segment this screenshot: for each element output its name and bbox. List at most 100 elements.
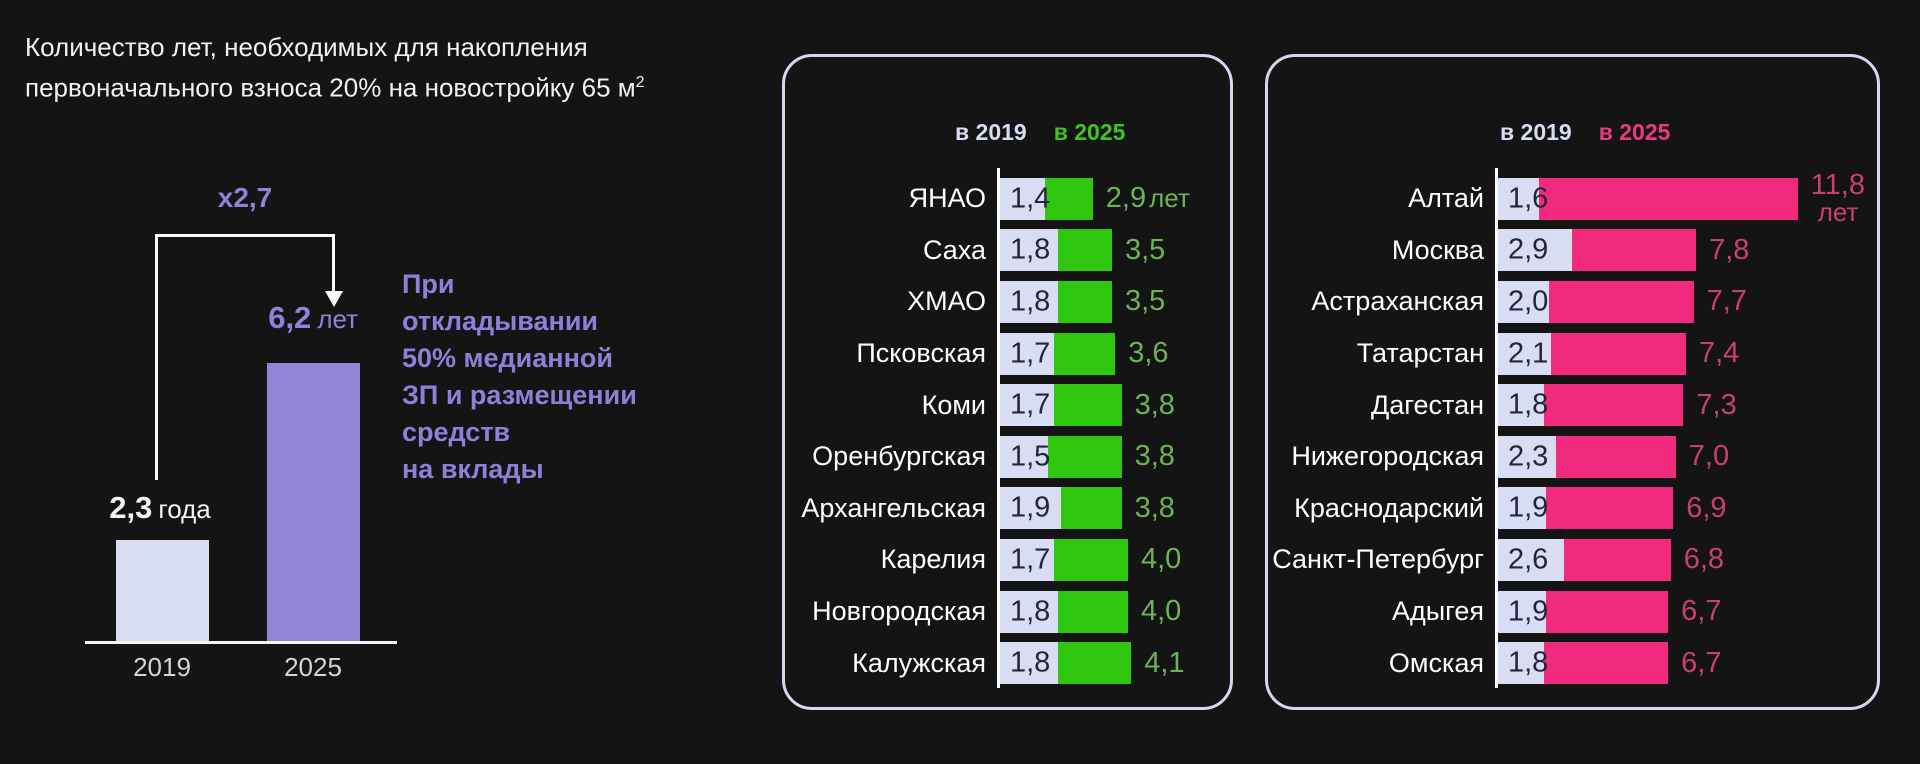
bracket-line-left	[155, 234, 158, 480]
value-2025: 3,6	[1128, 337, 1169, 370]
value-2019: 1,9	[1508, 595, 1549, 628]
chart-row: Москва 2,9 7,8	[1268, 225, 1877, 277]
bar-2025-segment	[1044, 177, 1093, 220]
value-2025: 4,0	[1140, 595, 1182, 628]
bar-2025-segment	[1054, 538, 1128, 581]
bar-2025-segment	[1546, 487, 1674, 530]
value-2025: 3,8	[1134, 440, 1175, 473]
value-2019: 1,8	[1508, 388, 1549, 421]
bar-2019-segment: 1,5	[1000, 435, 1051, 478]
value-2025: 3,8	[1134, 388, 1175, 421]
bar-2019-segment: 1,8	[1000, 280, 1058, 323]
value-2019-number: 2,3	[109, 490, 153, 525]
bar-2025-segment	[1057, 642, 1132, 685]
bar-2025-segment	[1546, 590, 1669, 633]
legend-2025: в 2025	[1053, 119, 1126, 145]
bar-2019-segment: 1,7	[1000, 384, 1055, 427]
bar-2025-segment	[1057, 280, 1112, 323]
value-2025: 7,8	[1709, 233, 1750, 266]
chart-row: Коми 1,7 3,8	[785, 379, 1230, 431]
rows: ЯНАО 1,4 2,9 лет Саха 1,8 3,5 ХМАО 1,8 3,5 Псковск…	[785, 173, 1230, 689]
x-axis-line	[85, 641, 397, 644]
bar-2019-segment: 2,3	[1498, 435, 1557, 478]
value-2025: 11,8 лет	[1810, 168, 1865, 226]
bar-2019-segment: 1,8	[1498, 384, 1548, 427]
y-axis-line	[1495, 168, 1498, 688]
bar: 2,3	[1498, 435, 1676, 478]
bar: 1,7	[1000, 538, 1128, 581]
bar: 1,5	[1000, 435, 1122, 478]
note-text: При откладывании 50% медианной ЗП и разм…	[402, 269, 637, 484]
value-2025: 3,5	[1124, 233, 1166, 266]
chart-row: ХМАО 1,8 3,5	[785, 276, 1230, 328]
bar: 2,6	[1498, 538, 1671, 581]
bar-2019-segment: 1,8	[1000, 590, 1058, 633]
value-2025: 6,9	[1686, 491, 1727, 524]
bar-2019	[116, 540, 209, 643]
bar-2019-segment: 2,9	[1498, 229, 1572, 272]
value-2025-number: 2,9	[1105, 182, 1147, 215]
region-label: Краснодарский	[1294, 492, 1484, 523]
chart-row: Новгородская 1,8 4,0	[785, 586, 1230, 638]
bar-2019-segment: 1,9	[1498, 487, 1549, 530]
bar: 1,9	[1000, 487, 1122, 530]
value-2019: 2,0	[1508, 285, 1549, 318]
value-2019: 1,5	[1010, 440, 1051, 473]
chart-row: Оренбургская 1,5 3,8	[785, 431, 1230, 483]
bar: 2,1	[1498, 332, 1686, 375]
value-2025-label: 6,2 лет	[240, 300, 358, 336]
legend-2019: в 2019	[1500, 119, 1572, 145]
value-2019: 1,4	[1010, 182, 1051, 215]
chart-row: Омская 1,8 6,7	[1268, 637, 1877, 689]
region-label: Псковская	[856, 338, 986, 369]
value-2019: 1,9	[1508, 491, 1549, 524]
value-2025-number: 11,8	[1810, 168, 1865, 201]
bar: 1,4	[1000, 177, 1093, 220]
value-2019: 1,8	[1010, 646, 1051, 679]
value-2025: 2,9 лет	[1106, 182, 1190, 215]
value-2019: 1,8	[1010, 285, 1051, 318]
value-2019: 1,7	[1010, 543, 1051, 576]
region-label: Татарстан	[1356, 338, 1484, 369]
bar-2019-segment: 2,6	[1498, 538, 1565, 581]
value-2019: 2,9	[1508, 233, 1549, 266]
value-2019: 2,6	[1508, 543, 1549, 576]
legend-2019: в 2019	[955, 119, 1027, 145]
page-title-line2: первоначального взноса 20% на новостройк…	[25, 72, 645, 103]
region-label: Алтай	[1408, 183, 1484, 214]
chart-row: Краснодарский 1,9 6,9	[1268, 483, 1877, 535]
region-label: Санкт-Петербург	[1272, 544, 1484, 575]
region-label: Омская	[1388, 647, 1484, 678]
y-axis-line	[997, 168, 1000, 688]
chart-row: Карелия 1,7 4,0	[785, 534, 1230, 586]
panel-regions-max: в 2019 в 2025 Алтай 1,6 11,8 лет Москва 2,9 7,…	[1265, 54, 1880, 710]
bar-2025-segment	[1057, 229, 1112, 272]
x-tick-2025: 2025	[284, 652, 342, 682]
value-2025-number: 6,2	[268, 300, 312, 335]
bar: 2,9	[1498, 229, 1697, 272]
value-2025: 3,8	[1134, 491, 1175, 524]
bar-2019-segment: 2,0	[1498, 280, 1549, 323]
legend: в 2019 в 2025	[1500, 119, 1670, 146]
bar-2019-segment: 2,1	[1498, 332, 1552, 375]
square-meter-sup: 2	[635, 74, 645, 91]
value-2025-unit: лет	[1149, 183, 1190, 214]
chart-row: Архангельская 1,9 3,8	[785, 483, 1230, 535]
chart-row: ЯНАО 1,4 2,9 лет	[785, 173, 1230, 225]
bar-2025-segment	[1571, 229, 1697, 272]
bar-2025-segment	[1060, 487, 1122, 530]
bar-2025-segment	[1054, 384, 1122, 427]
bar-2019-segment: 1,4	[1000, 177, 1050, 220]
x-tick-2019: 2019	[133, 652, 191, 682]
panel-regions-min: в 2019 в 2025 ЯНАО 1,4 2,9 лет Саха 1,8 3,5 ХМА…	[782, 54, 1233, 710]
bar-2025-segment	[1564, 538, 1671, 581]
chart-row: Дагестан 1,8 7,3	[1268, 379, 1877, 431]
bar-2019-segment: 1,9	[1000, 487, 1061, 530]
value-2019: 2,3	[1508, 440, 1549, 473]
bar-2025-segment	[1551, 332, 1686, 375]
bar-2025-segment	[1538, 177, 1798, 220]
bar-2019-segment: 1,7	[1000, 538, 1055, 581]
page-title: Количество лет, необходимых для накоплен…	[25, 30, 645, 106]
bar-2019-segment: 1,9	[1498, 590, 1549, 633]
